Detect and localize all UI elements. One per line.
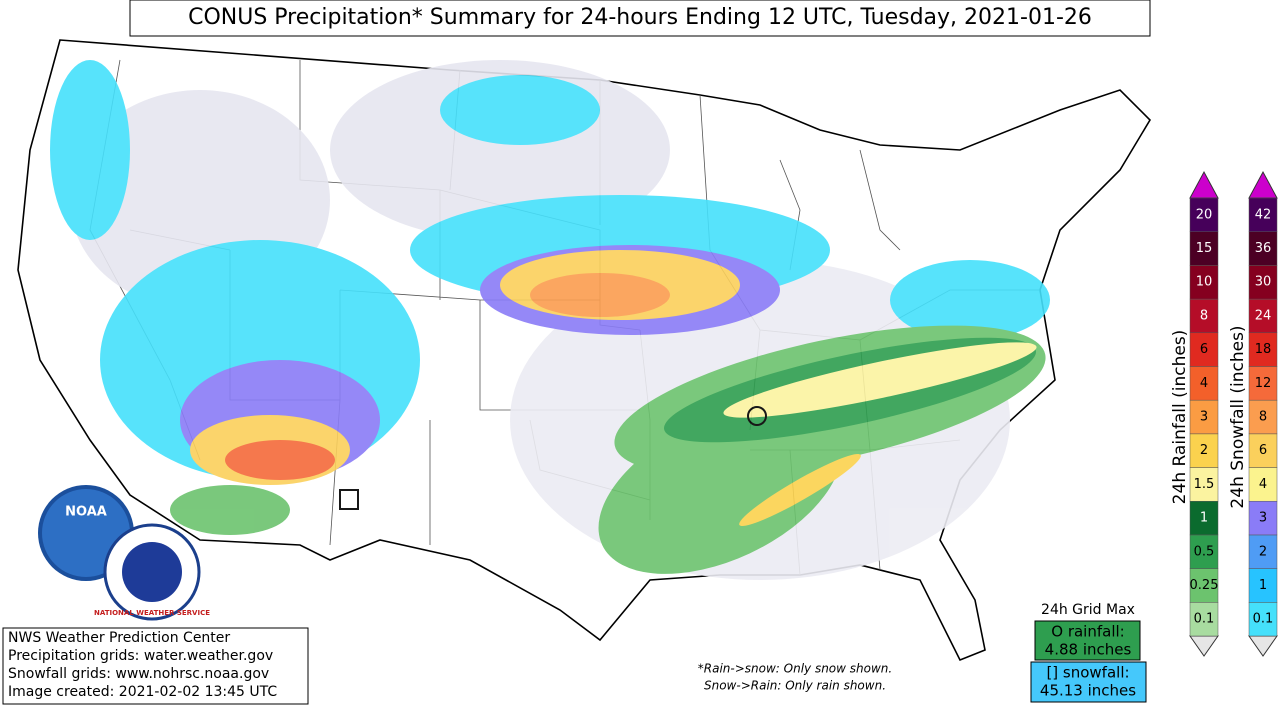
legend-label: 8 bbox=[1200, 308, 1208, 323]
legend-swatch bbox=[1248, 265, 1278, 300]
legend-swatch bbox=[1189, 602, 1219, 637]
legend-label: 0.1 bbox=[1194, 612, 1215, 627]
legend-label: 2 bbox=[1200, 443, 1208, 458]
credit-line: Precipitation grids: water.weather.gov bbox=[8, 648, 273, 664]
legends: 24h Rainfall (inches) 24h Snowfall (inch… bbox=[1170, 170, 1278, 657]
rain-legend-title: 24h Rainfall (inches) bbox=[1170, 330, 1190, 505]
legend-label: 0.1 bbox=[1253, 612, 1274, 627]
legend-swatch bbox=[1189, 231, 1219, 266]
legend-swatch bbox=[1189, 433, 1219, 468]
legend-label: 0.25 bbox=[1190, 578, 1219, 593]
grid-max-title: 24h Grid Max bbox=[1041, 602, 1135, 618]
legend-label: 24 bbox=[1255, 308, 1272, 323]
credits-box: NWS Weather Prediction Center Precipitat… bbox=[2, 627, 309, 705]
legend-label: 3 bbox=[1200, 410, 1208, 425]
legend-swatch bbox=[1248, 467, 1278, 502]
legend-label: 8 bbox=[1259, 410, 1267, 425]
legend-swatch bbox=[1248, 197, 1278, 232]
legend-label: 10 bbox=[1196, 275, 1213, 290]
legend-swatch bbox=[1189, 534, 1219, 569]
legend-label: 6 bbox=[1200, 342, 1208, 357]
precipitation-overlay bbox=[50, 60, 1050, 580]
legend-label: 1 bbox=[1200, 511, 1208, 526]
legend-swatch bbox=[1189, 265, 1219, 300]
legend-swatch bbox=[1248, 602, 1278, 637]
legend-swatch bbox=[1248, 534, 1278, 569]
snow-legend-title: 24h Snowfall (inches) bbox=[1228, 325, 1248, 508]
rain-max-value: 4.88 inches bbox=[1045, 641, 1132, 659]
legend-label: 36 bbox=[1255, 241, 1272, 256]
noaa-text: NOAA bbox=[65, 505, 107, 520]
legend-label: 15 bbox=[1196, 241, 1213, 256]
legend-label: 42 bbox=[1255, 207, 1272, 222]
legend-label: 4 bbox=[1259, 477, 1267, 492]
credit-line: Snowfall grids: www.nohrsc.noaa.gov bbox=[8, 666, 269, 682]
legend-label: 20 bbox=[1196, 207, 1213, 222]
snow-max-label: [] snowfall: bbox=[1046, 664, 1129, 682]
legend-label: 1 bbox=[1259, 578, 1267, 593]
legend-label: 18 bbox=[1255, 342, 1272, 357]
legend-swatch bbox=[1248, 298, 1278, 334]
legend-label: 6 bbox=[1259, 443, 1267, 458]
credit-line: Image created: 2021-02-02 13:45 UTC bbox=[8, 684, 277, 700]
nws-text: NATIONAL WEATHER SERVICE bbox=[94, 609, 210, 617]
legend-swatch bbox=[1189, 197, 1219, 232]
legend-label: 0.5 bbox=[1194, 544, 1215, 559]
legend-label: 12 bbox=[1255, 376, 1272, 391]
credit-line: NWS Weather Prediction Center bbox=[8, 630, 230, 646]
legend-label: 4 bbox=[1200, 376, 1208, 391]
legend-swatch bbox=[1248, 332, 1278, 367]
snow-max-value: 45.13 inches bbox=[1040, 682, 1136, 700]
title-box: CONUS Precipitation* Summary for 24-hour… bbox=[129, 0, 1151, 37]
legend-swatch bbox=[1248, 399, 1278, 435]
note: Snow->Rain: Only rain shown. bbox=[704, 679, 886, 693]
legend-swatch bbox=[1248, 568, 1278, 603]
note: *Rain->snow: Only snow shown. bbox=[698, 662, 892, 676]
legend-swatch bbox=[1189, 500, 1219, 536]
legend-swatch bbox=[1189, 298, 1219, 334]
title: CONUS Precipitation* Summary for 24-hour… bbox=[188, 5, 1092, 30]
legend-swatch bbox=[1248, 500, 1278, 536]
noaa-logo: NOAA NATIONAL WEATHER SERVICE bbox=[38, 485, 210, 621]
legend-swatch bbox=[1189, 366, 1219, 401]
legend-label: 30 bbox=[1255, 275, 1272, 290]
rain-max-label: O rainfall: bbox=[1051, 623, 1124, 641]
legend-swatch bbox=[1189, 332, 1219, 367]
legend-label: 2 bbox=[1259, 544, 1267, 559]
legend-swatch bbox=[1248, 433, 1278, 468]
grid-max: 24h Grid Max O rainfall: 4.88 inches [] … bbox=[1030, 602, 1147, 703]
legend-swatch bbox=[1189, 568, 1219, 603]
legend-label: 3 bbox=[1259, 511, 1267, 526]
legend-label: 1.5 bbox=[1194, 477, 1215, 492]
